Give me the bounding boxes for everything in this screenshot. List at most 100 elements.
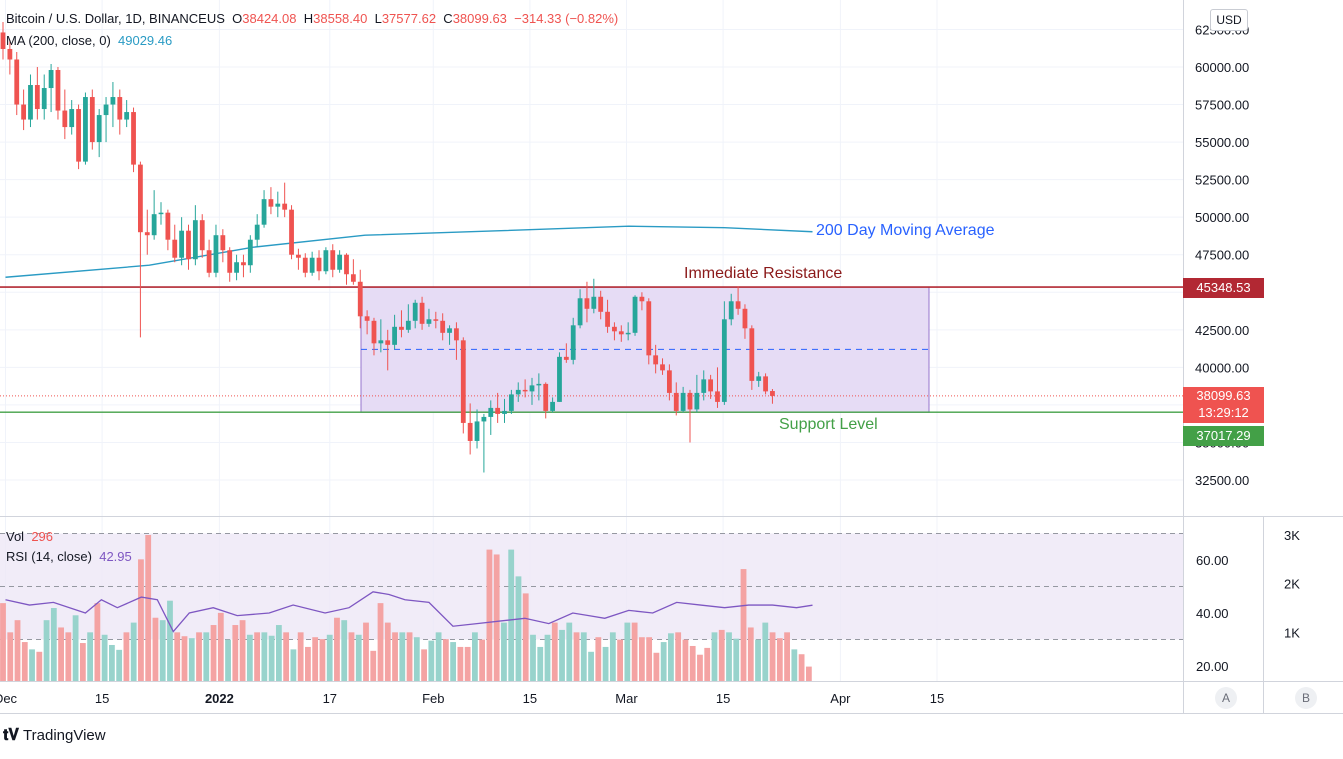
rsi-legend-value: 42.95	[99, 549, 132, 564]
candle-body	[302, 257, 308, 273]
rsi-tick-label: 40.00	[1196, 606, 1229, 621]
candle-body	[131, 112, 136, 165]
volume-bar	[210, 625, 217, 681]
volume-bar	[791, 649, 798, 681]
volume-bar	[530, 634, 536, 681]
volume-tick-label: 1K	[1284, 625, 1300, 640]
volume-bar	[341, 620, 348, 681]
brand[interactable]: 𝐭𝐕 TradingView	[3, 727, 106, 745]
volume-bar	[522, 593, 529, 681]
time-axis[interactable]: Dec 15 2022 17 Feb 15 Mar 15 Apr 15	[0, 691, 944, 706]
volume-bar	[668, 633, 674, 681]
volume-bar	[638, 637, 645, 681]
candle-body	[495, 407, 501, 414]
volume-bar	[762, 622, 769, 681]
support-annotation: Support Level	[779, 416, 878, 433]
candle-body	[742, 308, 748, 329]
candles	[0, 21, 775, 473]
rsi-band-lines	[0, 533, 1183, 640]
volume-bar	[660, 642, 667, 681]
candle-body	[426, 319, 432, 324]
candle-body	[454, 328, 459, 341]
candle-body	[117, 97, 123, 120]
candle-body	[316, 257, 322, 272]
candle-body	[412, 302, 418, 321]
ma-legend-value: 49029.46	[118, 33, 173, 48]
volume-bar	[508, 549, 515, 681]
resistance-price-tag: 45348.53	[1183, 278, 1264, 298]
candle-body	[28, 85, 33, 120]
candle-body	[605, 311, 610, 327]
candle-body	[653, 355, 659, 365]
volume-bar	[435, 632, 442, 681]
candle-body	[227, 250, 233, 273]
candle-body	[749, 328, 755, 381]
volume-bar	[442, 639, 449, 681]
volume-bar	[733, 638, 740, 681]
candle-body	[62, 110, 68, 128]
symbol-title: Bitcoin / U.S. Dollar, 1D, BINANCEUS	[6, 11, 225, 26]
volume-bar	[617, 639, 623, 681]
candle-body	[598, 296, 604, 312]
currency-button[interactable]: USD	[1210, 9, 1248, 31]
volume-bar	[152, 617, 159, 681]
bar-countdown: 13:29:12	[1198, 405, 1249, 420]
candle-body	[289, 209, 294, 255]
volume-bar	[501, 622, 507, 681]
volume-bar	[36, 651, 43, 681]
candle-body	[89, 97, 95, 143]
volume-bar	[631, 622, 638, 681]
candle-body	[557, 356, 562, 402]
change-value: −314.33 (−0.82%)	[514, 11, 619, 26]
volume-bar	[167, 600, 173, 681]
price-tick-label: 57500.00	[1195, 98, 1249, 113]
candle-body	[69, 109, 75, 128]
volume-scale-button[interactable]: B	[1295, 687, 1317, 709]
volume-bar	[181, 636, 188, 681]
volume-bar	[755, 639, 761, 681]
candle-body	[460, 340, 466, 423]
candle-body	[680, 392, 686, 411]
volume-bar	[138, 559, 144, 681]
candle-body	[158, 212, 164, 215]
candle-body	[632, 296, 638, 333]
auto-scale-button[interactable]: A	[1215, 687, 1237, 709]
rsi-legend-label: RSI (14, close)	[6, 549, 92, 564]
candle-body	[330, 250, 336, 270]
volume-bar	[334, 617, 340, 681]
volume-bar	[580, 632, 587, 681]
candle-body	[364, 316, 370, 321]
volume-bar	[537, 646, 544, 681]
volume-bar	[798, 654, 805, 681]
volume-bar	[392, 632, 398, 681]
volume-bar	[704, 647, 711, 681]
volume-bar	[776, 638, 783, 681]
candle-body	[7, 48, 13, 60]
volume-tick-label: 2K	[1284, 577, 1300, 592]
volume-bar	[653, 652, 660, 681]
candle-body	[138, 164, 143, 233]
candle-body	[385, 340, 391, 345]
volume-bar	[297, 632, 304, 681]
volume-bar	[602, 646, 609, 681]
ma-legend[interactable]: MA (200, close, 0) 49029.46	[6, 33, 172, 48]
candle-body	[206, 250, 212, 273]
rsi-legend[interactable]: RSI (14, close) 42.95	[6, 549, 132, 564]
volume-bar	[196, 632, 202, 681]
volume-bar	[551, 622, 558, 681]
volume-bar	[682, 639, 689, 681]
volume-bar	[261, 632, 268, 681]
volume-bar	[312, 637, 319, 681]
candle-body	[241, 262, 246, 266]
candle-body	[433, 319, 439, 321]
volume-legend[interactable]: Vol 296	[6, 529, 53, 544]
volume-bar	[413, 637, 420, 681]
symbol-legend[interactable]: Bitcoin / U.S. Dollar, 1D, BINANCEUS O38…	[6, 11, 618, 26]
volume-bar	[805, 666, 812, 681]
price-tick-label: 52500.00	[1195, 173, 1249, 188]
volume-bar	[283, 632, 290, 681]
volume-bar	[225, 639, 231, 681]
candle-body	[639, 296, 645, 302]
volume-bar	[109, 644, 115, 681]
